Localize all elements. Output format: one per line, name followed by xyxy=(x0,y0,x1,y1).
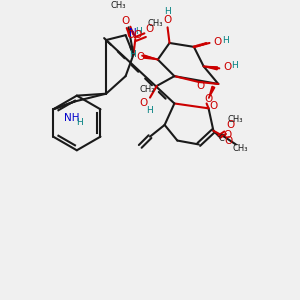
Text: CH₂: CH₂ xyxy=(139,85,155,94)
Text: H: H xyxy=(222,35,229,44)
Text: N: N xyxy=(129,28,136,38)
Polygon shape xyxy=(208,86,215,99)
Text: O: O xyxy=(133,30,141,40)
Text: O: O xyxy=(139,98,147,109)
Text: H: H xyxy=(232,61,238,70)
Text: O: O xyxy=(196,81,205,91)
Text: O: O xyxy=(209,101,217,111)
Text: O: O xyxy=(213,37,221,47)
Text: H: H xyxy=(146,106,152,115)
Text: O: O xyxy=(223,62,231,72)
Text: O: O xyxy=(204,94,213,103)
Text: H: H xyxy=(76,118,83,127)
Text: CH₃: CH₃ xyxy=(147,19,163,28)
Polygon shape xyxy=(144,55,158,60)
Text: O: O xyxy=(223,130,231,140)
Text: O: O xyxy=(164,14,172,25)
Polygon shape xyxy=(130,46,134,55)
Text: H: H xyxy=(135,27,142,36)
Text: C: C xyxy=(218,134,224,143)
Text: H: H xyxy=(164,7,171,16)
Text: O: O xyxy=(227,120,235,130)
Text: H: H xyxy=(129,50,136,59)
Text: CH₃: CH₃ xyxy=(232,144,248,153)
Text: CH₃: CH₃ xyxy=(110,2,126,10)
Polygon shape xyxy=(204,66,218,70)
Text: NH: NH xyxy=(64,113,80,123)
Text: O: O xyxy=(122,16,130,26)
Text: O: O xyxy=(136,52,144,61)
Text: O: O xyxy=(224,136,232,146)
Text: O: O xyxy=(126,30,135,40)
Text: O: O xyxy=(145,24,153,34)
Text: CH₃: CH₃ xyxy=(227,115,243,124)
